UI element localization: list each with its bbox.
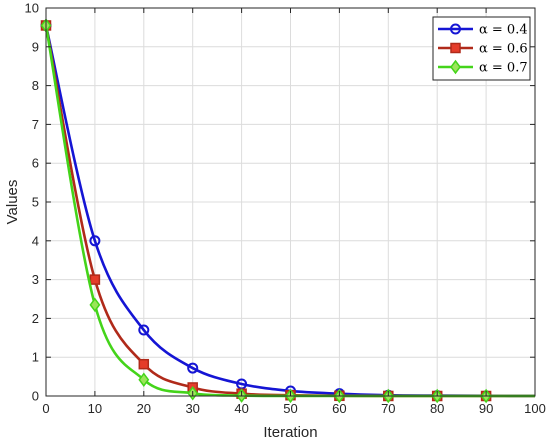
- y-tick-label: 9: [32, 39, 39, 54]
- y-tick-label: 6: [32, 156, 39, 171]
- y-tick-label: 5: [32, 195, 39, 210]
- y-tick-label: 2: [32, 311, 39, 326]
- legend-label: α = 0.6: [479, 42, 528, 57]
- legend-marker: [450, 23, 461, 35]
- x-tick-label: 10: [88, 401, 102, 416]
- y-tick-label: 4: [32, 233, 39, 248]
- x-tick-label: 60: [332, 401, 346, 416]
- legend-marker: [450, 42, 461, 54]
- legend-label: α = 0.4: [479, 23, 528, 38]
- series-3-point: [89, 297, 101, 313]
- series-2-point: [89, 274, 101, 285]
- y-tick-label: 7: [32, 117, 39, 132]
- y-axis-ticks: 0 1 2 3 4 5 6 7 8 9 10: [25, 1, 535, 404]
- series-1-point: [187, 362, 199, 374]
- legend: α = 0.4 α = 0.6 α = 0.7: [432, 16, 531, 81]
- y-tick-label: 0: [32, 389, 39, 404]
- x-tick-label: 30: [185, 401, 199, 416]
- x-tick-label: 80: [430, 401, 444, 416]
- legend-item: α = 0.4: [438, 23, 528, 38]
- series-1-point: [138, 324, 150, 336]
- y-tick-label: 10: [25, 1, 39, 16]
- x-tick-label: 40: [234, 401, 248, 416]
- x-tick-label: 100: [524, 401, 546, 416]
- x-tick-label: 90: [479, 401, 493, 416]
- x-tick-label: 70: [381, 401, 395, 416]
- legend-item: α = 0.6: [438, 42, 528, 57]
- series-3-point: [138, 372, 150, 387]
- y-tick-label: 8: [32, 78, 39, 93]
- x-tick-label: 50: [283, 401, 297, 416]
- x-tick-label: 20: [137, 401, 151, 416]
- y-axis-label: Values: [4, 180, 21, 225]
- legend-label: α = 0.7: [479, 61, 528, 76]
- x-tick-label: 0: [42, 401, 49, 416]
- series-2-point: [138, 358, 150, 370]
- y-tick-label: 1: [32, 350, 39, 365]
- legend-marker: [450, 59, 461, 75]
- x-axis-label: Iteration: [263, 424, 317, 441]
- y-tick-label: 3: [32, 272, 39, 287]
- x-axis-ticks: 0 10 20 30 40 50 60 70 80 90 100: [42, 8, 546, 416]
- legend-item: α = 0.7: [438, 59, 528, 76]
- series-1-point: [89, 235, 101, 247]
